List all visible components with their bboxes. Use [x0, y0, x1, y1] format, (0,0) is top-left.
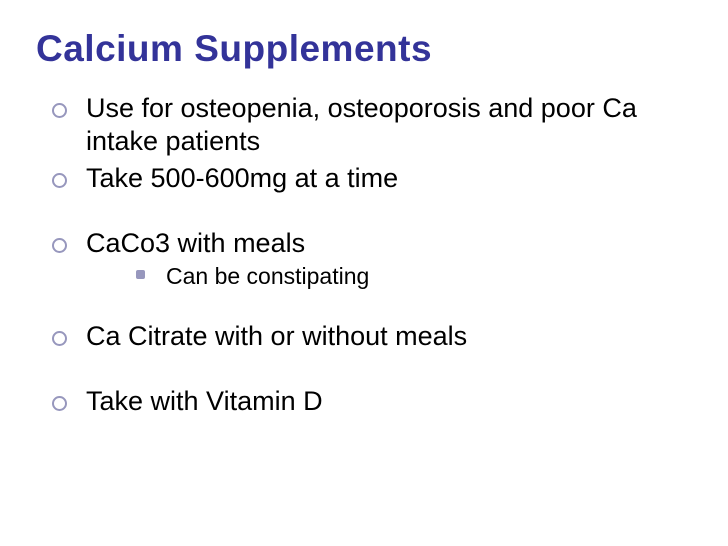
sub-bullet-list: Can be constipating [136, 262, 692, 292]
list-item: Take 500-600mg at a time [52, 162, 692, 195]
list-item: CaCo3 with meals Can be constipating [52, 227, 692, 292]
spacer [36, 199, 692, 227]
bullet-list: Use for osteopenia, osteoporosis and poo… [52, 92, 692, 195]
spacer [36, 357, 692, 385]
bullet-list: CaCo3 with meals Can be constipating [52, 227, 692, 292]
list-item: Ca Citrate with or without meals [52, 320, 692, 353]
list-item-text: CaCo3 with meals [86, 228, 305, 258]
spacer [36, 296, 692, 320]
sub-list-item: Can be constipating [136, 262, 692, 292]
list-item: Take with Vitamin D [52, 385, 692, 418]
bullet-list: Ca Citrate with or without meals [52, 320, 692, 353]
list-item: Use for osteopenia, osteoporosis and poo… [52, 92, 692, 158]
bullet-list: Take with Vitamin D [52, 385, 692, 418]
slide-title: Calcium Supplements [36, 28, 692, 70]
